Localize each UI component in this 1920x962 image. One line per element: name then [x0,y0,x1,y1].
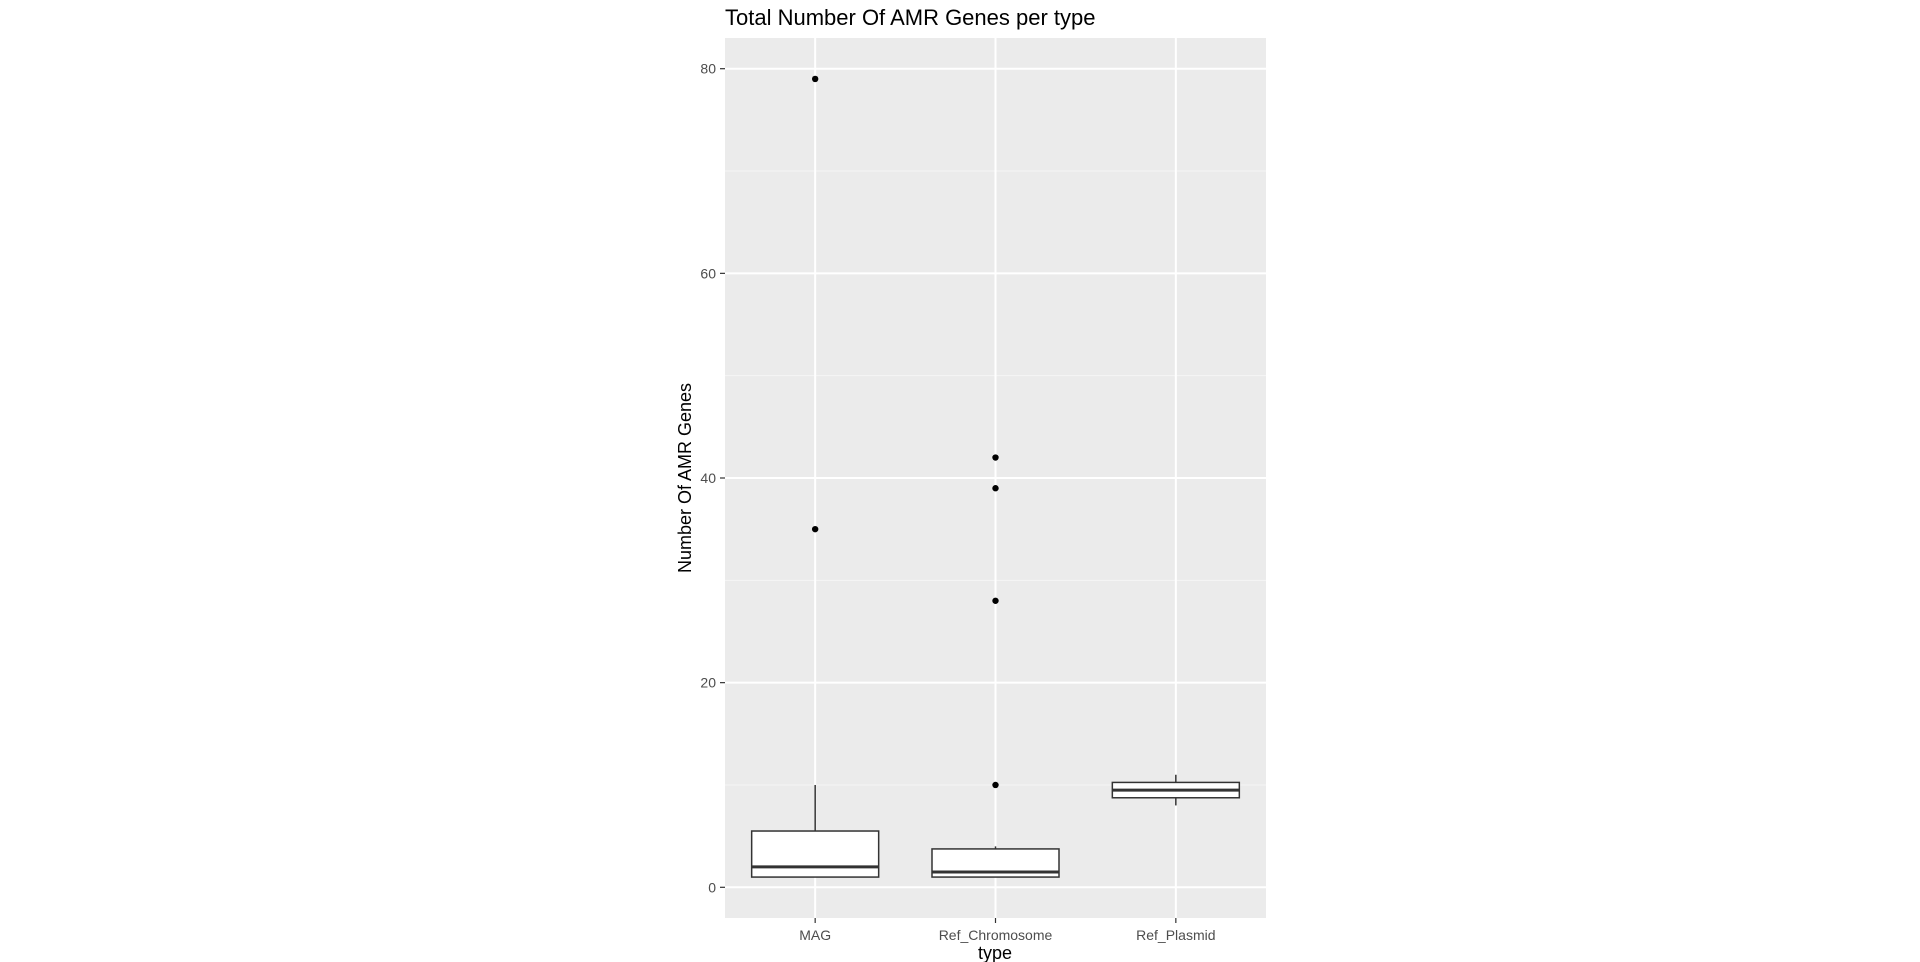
y-axis: 0 20 40 60 80 [700,61,725,895]
x-tick-label: MAG [799,927,831,943]
y-tick-label: 40 [700,470,716,486]
box-mag [750,75,880,878]
outlier-point [811,75,819,83]
box-ref-plasmid [1111,774,1241,806]
boxes [750,75,1241,878]
outlier-point [992,597,999,604]
outlier-point [992,454,999,461]
outlier-point [992,781,999,789]
outlier-point [811,525,819,533]
x-axis-title: type [978,943,1012,962]
chart-title: Total Number Of AMR Genes per type [725,5,1096,30]
y-axis-title: Number Of AMR Genes [675,383,695,573]
x-axis: MAG Ref_Chromosome Ref_Plasmid [799,918,1216,943]
y-tick-label: 60 [700,265,716,281]
box-iqr [750,830,880,878]
y-tick-label: 80 [700,61,716,77]
y-tick-label: 0 [708,879,716,895]
x-tick-label: Ref_Chromosome [939,927,1053,943]
outlier-point [992,485,999,492]
box-ref-chromosome [931,454,1060,878]
x-tick-label: Ref_Plasmid [1136,927,1215,943]
y-tick-label: 20 [700,675,716,691]
grid-lines [725,38,1266,918]
